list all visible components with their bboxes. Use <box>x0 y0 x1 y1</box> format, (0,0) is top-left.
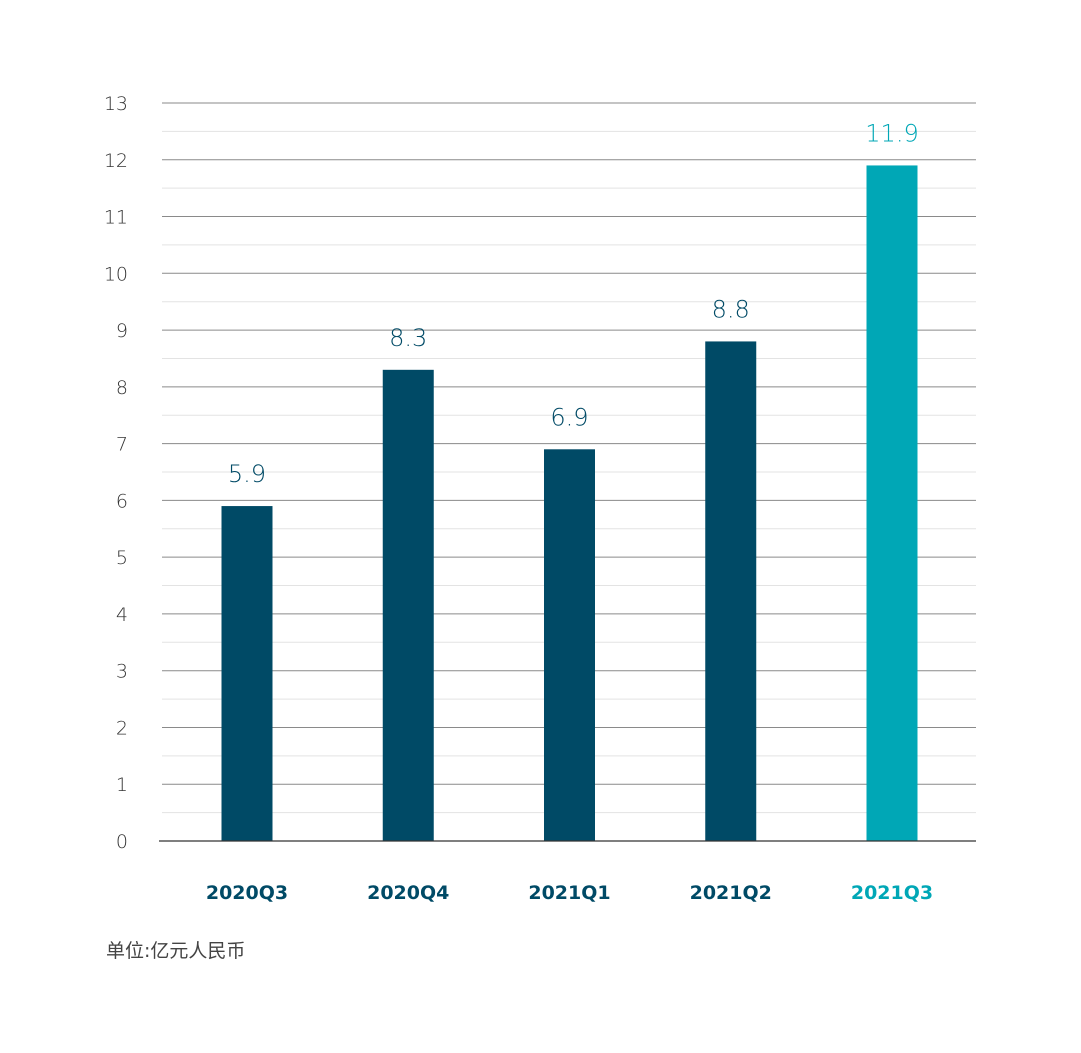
unit-note: 单位:亿元人民币 <box>106 940 246 962</box>
data-label-2021Q2: 8.8 <box>712 295 750 323</box>
data-label-2020Q3: 5.9 <box>228 460 266 488</box>
bars <box>221 165 918 841</box>
data-label-2020Q4: 8.3 <box>389 324 427 352</box>
x-tick-label-2021Q2: 2021Q2 <box>690 882 772 904</box>
y-tick-label: 12 <box>104 150 128 172</box>
y-tick-label: 5 <box>116 547 128 569</box>
y-tick-label: 10 <box>104 263 128 285</box>
x-tick-label-2021Q1: 2021Q1 <box>528 882 610 904</box>
bar-2021Q3 <box>866 165 918 841</box>
x-tick-label-2020Q3: 2020Q3 <box>206 882 288 904</box>
y-tick-label: 2 <box>116 717 128 739</box>
y-tick-label: 4 <box>116 604 128 626</box>
y-tick-label: 9 <box>116 320 128 342</box>
bar-2021Q1 <box>544 449 595 841</box>
y-tick-label: 3 <box>116 661 128 683</box>
y-tick-label: 1 <box>116 774 128 796</box>
data-label-2021Q1: 6.9 <box>550 403 588 431</box>
y-tick-label: 13 <box>104 93 128 115</box>
bar-2020Q3 <box>221 506 273 841</box>
y-tick-label: 7 <box>116 434 128 456</box>
y-tick-label: 6 <box>116 490 128 512</box>
x-axis-tick-labels: 2020Q3 2020Q4 2021Q1 2021Q2 2021Q3 <box>206 882 933 904</box>
bar-2021Q2 <box>705 341 757 841</box>
x-tick-label-2021Q3: 2021Q3 <box>851 882 933 904</box>
bar-2020Q4 <box>382 369 434 841</box>
x-tick-label-2020Q4: 2020Q4 <box>367 882 449 904</box>
data-label-2021Q3: 11.9 <box>865 119 918 147</box>
y-tick-label: 8 <box>116 377 128 399</box>
y-tick-label: 11 <box>104 207 128 229</box>
y-tick-label: 0 <box>116 831 128 853</box>
data-labels: 5.9 8.3 6.9 8.8 11.9 <box>228 119 919 488</box>
